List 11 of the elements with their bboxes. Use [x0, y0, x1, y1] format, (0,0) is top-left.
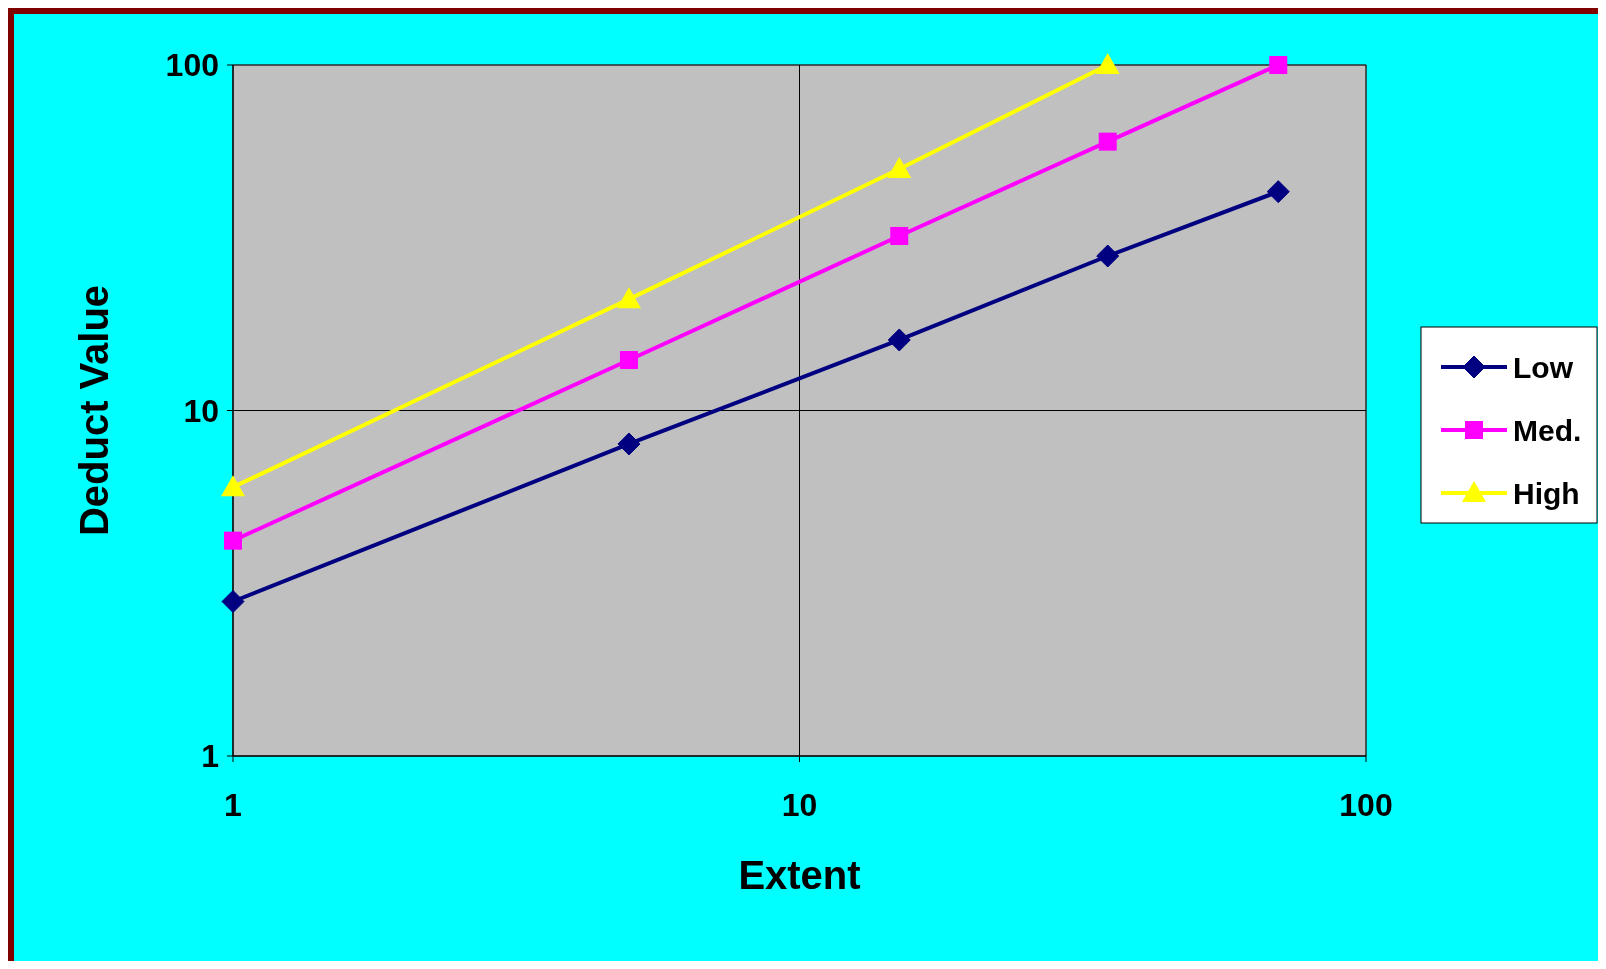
x-axis-title: Extent — [738, 853, 861, 897]
y-axis-title: Deduct Value — [72, 284, 116, 537]
legend-label: Low — [1513, 350, 1574, 384]
y-tick-label: 10 — [183, 392, 219, 429]
y-tick-label: 1 — [201, 738, 219, 775]
legend-label: Med. — [1513, 413, 1582, 447]
x-tick-label: 10 — [781, 787, 818, 823]
x-tick-label: 100 — [1339, 787, 1393, 823]
legend-label: High — [1513, 476, 1580, 510]
y-tick-label: 100 — [165, 47, 219, 84]
x-tick-label: 1 — [224, 787, 242, 823]
